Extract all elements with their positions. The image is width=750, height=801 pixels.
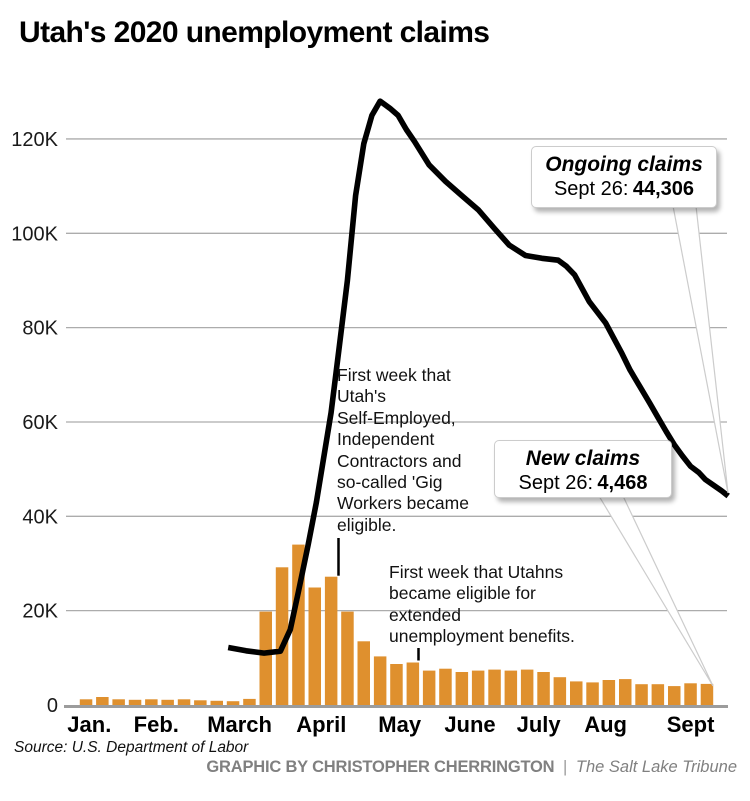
bar-week-7 <box>177 699 191 706</box>
bar-week-11 <box>243 698 256 706</box>
bar-week-23 <box>439 668 452 706</box>
bar-week-24 <box>455 672 469 706</box>
bar-week-39 <box>700 683 714 706</box>
y-axis-tick-label: 40K <box>22 506 58 528</box>
bar-week-5 <box>145 699 158 706</box>
bar-week-18 <box>357 641 370 706</box>
y-axis-tick-label: 0 <box>47 695 58 717</box>
callout-new-date: Sept 26: <box>518 472 594 494</box>
callout-new-value: 4,468 <box>597 472 648 494</box>
y-axis-tick-label: 120K <box>11 129 58 151</box>
ongoing-claims-line <box>227 98 730 656</box>
bar-week-1 <box>79 699 93 706</box>
bar-week-4 <box>128 699 142 706</box>
bar-week-2 <box>96 697 109 706</box>
callout-ongoing-date: Sept 26: <box>553 178 629 200</box>
callout-ongoing-claims: Ongoing claims Sept 26: 44,306 <box>531 146 717 208</box>
x-axis-month-label: Sept <box>667 712 715 737</box>
callout-new-value-line: Sept 26: 4,468 <box>495 471 671 495</box>
bar-week-8 <box>194 700 207 706</box>
callout-new-title: New claims <box>525 447 641 470</box>
bar-week-21 <box>406 662 420 706</box>
callout-ongoing-value: 44,306 <box>632 178 695 200</box>
x-axis-month-label: July <box>517 712 562 737</box>
y-axis-tick-label: 100K <box>11 223 58 245</box>
bar-week-9 <box>210 700 223 706</box>
credit-publication: The Salt Lake Tribune <box>575 758 737 776</box>
bar-week-20 <box>390 664 403 706</box>
x-axis-month-label: March <box>207 712 272 737</box>
x-axis-month-label: Aug <box>584 712 627 737</box>
annotation-extended-benefits: First week that Utahns became eligible f… <box>389 562 575 647</box>
bar-week-38 <box>684 683 697 706</box>
bar-week-12 <box>259 611 272 706</box>
source-note: Source: U.S. Department of Labor <box>14 739 249 756</box>
x-axis-month-label: June <box>444 712 495 737</box>
bar-week-28 <box>520 669 534 706</box>
bar-week-17 <box>341 611 354 706</box>
y-axis-tick-label: 80K <box>22 318 58 340</box>
credit-separator: | <box>562 758 568 776</box>
bar-week-36 <box>651 684 665 706</box>
bar-week-3 <box>112 699 125 706</box>
bar-week-35 <box>635 684 648 706</box>
annotation-gig-workers: First week that Utah's Self-Employed, In… <box>337 365 469 535</box>
bar-week-22 <box>422 670 436 706</box>
bar-week-26 <box>488 669 501 706</box>
page-title: Utah's 2020 unemployment claims <box>19 16 490 49</box>
y-axis-tick-label: 20K <box>22 601 58 623</box>
bar-week-29 <box>537 672 550 706</box>
bar-week-19 <box>373 656 387 706</box>
x-axis-month-label: May <box>378 712 422 737</box>
credit-byline: GRAPHIC BY CHRISTOPHER CHERRINGTON <box>206 758 555 776</box>
callout-ongoing-title: Ongoing claims <box>545 153 703 176</box>
x-axis-month-label: April <box>296 712 346 737</box>
bar-week-33 <box>602 680 616 706</box>
bar-week-15 <box>308 587 321 706</box>
bar-week-10 <box>226 701 240 706</box>
y-axis-tick-label: 60K <box>22 412 58 434</box>
bar-week-27 <box>504 670 518 706</box>
callout-new-claims: New claims Sept 26: 4,468 <box>494 440 672 498</box>
callout-ongoing-value-line: Sept 26: 44,306 <box>532 177 716 201</box>
bar-week-32 <box>586 682 599 706</box>
x-axis-month-label: Feb. <box>134 712 179 737</box>
credit-line: GRAPHIC BY CHRISTOPHER CHERRINGTON | The… <box>206 758 737 777</box>
bar-week-31 <box>570 681 583 706</box>
bar-week-25 <box>471 670 485 706</box>
bar-week-37 <box>668 686 681 706</box>
bar-week-34 <box>619 679 632 706</box>
bar-week-30 <box>553 677 567 706</box>
bar-week-6 <box>161 699 174 706</box>
bar-week-16 <box>324 576 338 706</box>
x-axis-month-label: Jan. <box>67 712 111 737</box>
bar-week-13 <box>275 567 289 706</box>
